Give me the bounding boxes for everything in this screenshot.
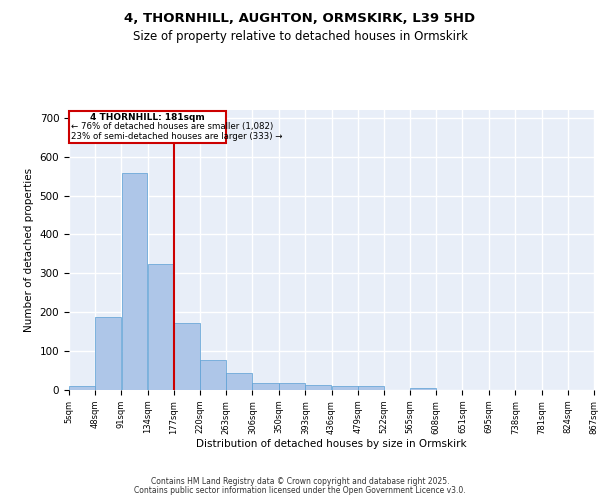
Text: Contains HM Land Registry data © Crown copyright and database right 2025.: Contains HM Land Registry data © Crown c… [151, 477, 449, 486]
Text: ← 76% of detached houses are smaller (1,082): ← 76% of detached houses are smaller (1,… [71, 122, 273, 132]
Text: Contains public sector information licensed under the Open Government Licence v3: Contains public sector information licen… [134, 486, 466, 495]
Bar [200, 360, 226, 390]
Bar [148, 264, 173, 390]
FancyBboxPatch shape [69, 111, 226, 143]
Bar [279, 383, 305, 390]
Bar [332, 386, 358, 390]
X-axis label: Distribution of detached houses by size in Ormskirk: Distribution of detached houses by size … [196, 440, 467, 450]
Text: Size of property relative to detached houses in Ormskirk: Size of property relative to detached ho… [133, 30, 467, 43]
Text: 4 THORNHILL: 181sqm: 4 THORNHILL: 181sqm [90, 112, 205, 122]
Bar [69, 386, 95, 390]
Bar [305, 385, 331, 390]
Bar [253, 383, 279, 390]
Text: 4, THORNHILL, AUGHTON, ORMSKIRK, L39 5HD: 4, THORNHILL, AUGHTON, ORMSKIRK, L39 5HD [124, 12, 476, 26]
Y-axis label: Number of detached properties: Number of detached properties [24, 168, 34, 332]
Bar [174, 322, 200, 390]
Bar [226, 374, 252, 390]
Bar [410, 388, 436, 390]
Bar [358, 386, 384, 390]
Bar [122, 174, 148, 390]
Bar [95, 317, 121, 390]
Text: 23% of semi-detached houses are larger (333) →: 23% of semi-detached houses are larger (… [71, 132, 283, 141]
